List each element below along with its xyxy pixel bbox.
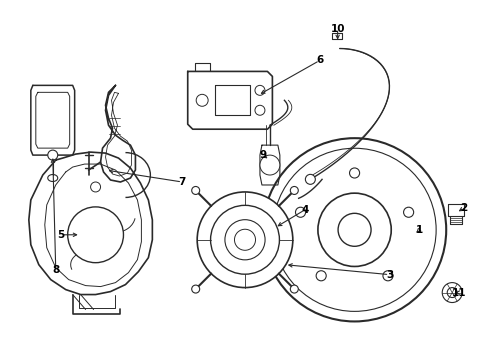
Text: 6: 6 xyxy=(316,55,323,66)
Circle shape xyxy=(383,271,393,281)
Circle shape xyxy=(255,105,265,115)
Circle shape xyxy=(196,94,208,106)
Circle shape xyxy=(295,207,306,217)
Circle shape xyxy=(318,193,391,266)
Circle shape xyxy=(225,220,265,260)
Circle shape xyxy=(192,186,200,194)
Circle shape xyxy=(211,205,279,274)
Text: 11: 11 xyxy=(452,288,466,298)
Circle shape xyxy=(316,271,326,281)
Text: 10: 10 xyxy=(330,24,345,33)
Circle shape xyxy=(442,283,462,302)
Circle shape xyxy=(273,148,436,311)
Text: 9: 9 xyxy=(259,150,267,160)
Circle shape xyxy=(305,174,316,184)
Circle shape xyxy=(192,285,200,293)
Circle shape xyxy=(91,182,100,192)
Circle shape xyxy=(290,285,298,293)
Circle shape xyxy=(260,155,280,175)
Circle shape xyxy=(338,213,371,246)
Text: 7: 7 xyxy=(178,177,186,187)
Circle shape xyxy=(263,138,446,321)
Text: 2: 2 xyxy=(461,203,468,213)
Circle shape xyxy=(255,85,265,95)
Circle shape xyxy=(447,288,457,298)
Circle shape xyxy=(349,168,360,178)
Circle shape xyxy=(404,207,414,217)
Text: 1: 1 xyxy=(416,225,423,235)
Text: 5: 5 xyxy=(57,230,64,240)
Circle shape xyxy=(290,186,298,194)
Text: 8: 8 xyxy=(52,265,59,275)
Circle shape xyxy=(235,229,255,250)
Circle shape xyxy=(48,150,58,160)
Circle shape xyxy=(197,192,293,288)
Text: 3: 3 xyxy=(386,270,393,280)
Text: 4: 4 xyxy=(301,205,309,215)
Circle shape xyxy=(68,207,123,263)
